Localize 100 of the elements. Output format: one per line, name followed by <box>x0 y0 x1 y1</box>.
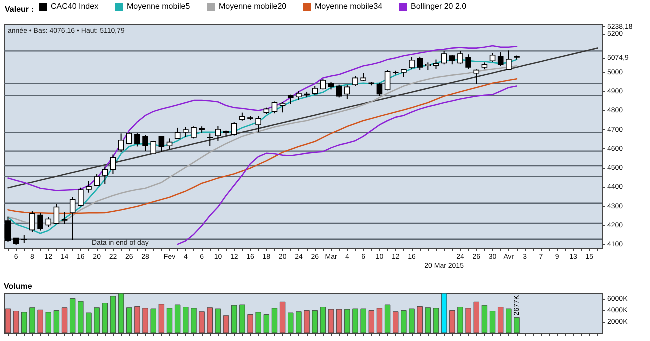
bar <box>150 308 156 334</box>
candlestick <box>78 187 84 208</box>
bar <box>142 308 148 334</box>
bar <box>13 311 20 334</box>
bar <box>466 308 472 334</box>
candlestick <box>183 126 189 138</box>
bar <box>70 298 76 334</box>
candlestick <box>158 136 165 152</box>
bar <box>442 293 448 334</box>
bar <box>304 310 310 334</box>
candlestick <box>352 76 358 87</box>
candlestick <box>215 126 222 142</box>
bar <box>256 312 262 334</box>
bar <box>458 307 464 334</box>
chart-title: Volume <box>4 282 33 291</box>
legend-label: Bollinger 20 2.0 <box>411 2 468 11</box>
bar <box>232 305 238 334</box>
bar <box>288 312 294 334</box>
candlestick <box>506 50 512 71</box>
bar <box>474 302 480 334</box>
legend-title: Valeur : <box>5 5 34 14</box>
bar <box>134 306 140 334</box>
bar <box>118 293 124 334</box>
candlestick <box>142 134 148 152</box>
candlestick <box>166 138 173 150</box>
bar <box>248 314 254 334</box>
candlestick <box>450 54 456 66</box>
bar <box>409 308 415 334</box>
bar <box>336 309 342 334</box>
candlestick <box>280 102 286 114</box>
bar <box>46 312 52 334</box>
candlestick <box>207 133 214 147</box>
bar <box>352 308 358 334</box>
candlestick <box>86 180 92 194</box>
bar <box>62 308 68 334</box>
candlestick <box>231 122 238 136</box>
bar <box>368 310 374 334</box>
candlestick <box>417 56 423 71</box>
bar <box>126 308 132 334</box>
bar <box>22 312 28 334</box>
candlestick <box>54 204 60 225</box>
bar <box>328 309 334 334</box>
candlestick <box>466 54 472 70</box>
line-series <box>8 48 598 189</box>
bar <box>183 307 189 334</box>
candlestick <box>433 59 440 70</box>
candlestick <box>256 116 262 133</box>
bar <box>207 308 213 334</box>
bar <box>425 308 431 334</box>
bar <box>215 308 222 334</box>
bar <box>264 314 270 334</box>
candlestick <box>38 212 44 232</box>
candlestick <box>376 82 383 97</box>
candlestick <box>288 94 294 105</box>
bar <box>401 310 407 334</box>
bar <box>384 304 391 334</box>
bar <box>94 308 100 334</box>
candlestick <box>46 216 52 228</box>
candlestick <box>118 133 124 153</box>
candlestick <box>70 196 76 241</box>
bar <box>393 312 399 334</box>
bar <box>482 305 488 334</box>
candlestick <box>126 132 132 145</box>
bar <box>280 302 286 334</box>
legend-label: CAC40 Index <box>51 2 99 11</box>
bar <box>191 308 197 334</box>
bar <box>514 318 520 334</box>
bar <box>240 304 246 334</box>
bar <box>320 307 326 334</box>
candlestick <box>458 50 464 64</box>
bar <box>102 303 108 334</box>
line-series <box>177 86 518 246</box>
candlestick <box>490 52 496 63</box>
candlestick <box>498 52 504 67</box>
candlestick <box>134 133 140 148</box>
bar <box>38 310 44 334</box>
bar <box>272 308 278 334</box>
bar <box>199 312 205 334</box>
legend-label: Moyenne mobile34 <box>315 2 384 11</box>
bar <box>110 296 116 334</box>
legend-label: Moyenne mobile5 <box>127 2 191 11</box>
bar <box>450 310 456 334</box>
bar <box>223 316 230 334</box>
bar <box>86 312 92 334</box>
bar <box>30 308 36 334</box>
bar <box>360 308 366 334</box>
bar <box>175 304 181 334</box>
bar <box>506 308 512 334</box>
candlestick <box>272 101 278 114</box>
bar <box>312 310 318 334</box>
bar <box>5 308 12 334</box>
candlestick <box>474 69 480 85</box>
candlestick <box>30 210 36 233</box>
candlestick <box>384 70 391 92</box>
candlestick <box>441 50 448 66</box>
bar <box>166 308 173 334</box>
candlestick <box>174 127 181 140</box>
candlestick <box>409 57 415 70</box>
bar <box>158 304 164 334</box>
candlestick <box>94 174 100 187</box>
